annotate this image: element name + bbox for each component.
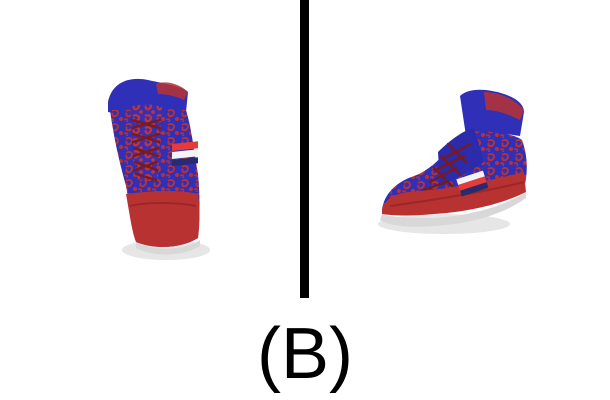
- divider-line: [300, 0, 309, 298]
- right-sneaker-image: [378, 89, 527, 234]
- figure-caption: (B): [257, 314, 353, 394]
- left-sneaker-image: [108, 78, 210, 260]
